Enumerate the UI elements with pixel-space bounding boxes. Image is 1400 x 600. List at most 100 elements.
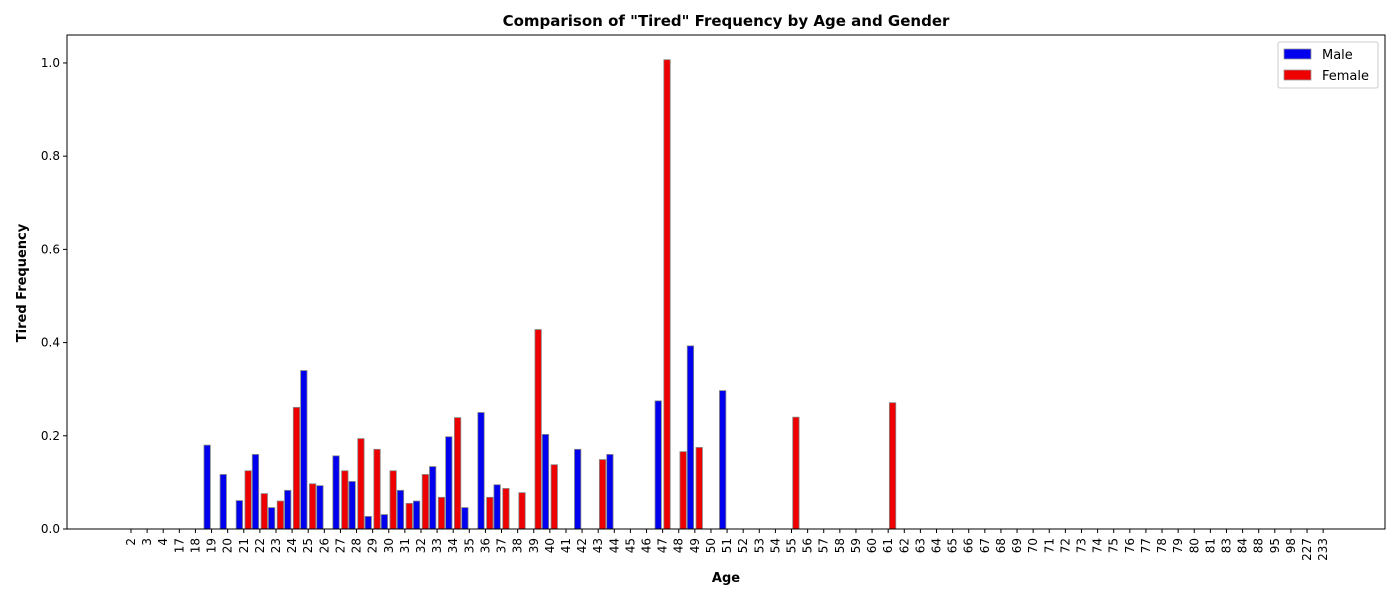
bar-female-48: [679, 451, 687, 530]
bar-female-25: [309, 483, 317, 530]
x-tick-label-44: 44: [607, 538, 621, 553]
x-tick-label-58: 58: [833, 538, 847, 553]
bar-male-51: [719, 390, 727, 530]
x-tick-label-30: 30: [382, 538, 396, 553]
bar-male-42: [574, 448, 582, 530]
x-tick-label-50: 50: [704, 538, 718, 553]
y-tick-label: 0.6: [41, 242, 60, 256]
x-tick-label-68: 68: [994, 538, 1008, 553]
bar-male-30: [380, 514, 388, 530]
x-tick-label-80: 80: [1187, 538, 1201, 553]
bar-male-28: [348, 481, 356, 530]
x-tick-label-60: 60: [865, 538, 879, 553]
x-tick-label-77: 77: [1139, 538, 1153, 553]
bar-female-28: [357, 438, 365, 530]
x-tick-label-24: 24: [285, 538, 299, 553]
x-tick-label-53: 53: [752, 538, 766, 553]
legend: Male Female: [1277, 41, 1379, 89]
x-tick-label-22: 22: [253, 538, 267, 553]
bar-male-49: [686, 345, 695, 530]
plot-frame: [66, 34, 1386, 530]
bar-male-32: [412, 500, 421, 530]
x-tick-label-4: 4: [156, 538, 170, 546]
bar-male-21: [235, 500, 243, 530]
bar-female-36: [486, 496, 494, 530]
x-tick-label-39: 39: [527, 538, 541, 553]
x-tick-label-38: 38: [511, 538, 525, 553]
y-axis: 0.0 0.2 0.4 0.6 0.8 1.0: [41, 56, 67, 536]
x-tick-label-2: 2: [124, 538, 138, 546]
x-tick-label-34: 34: [446, 538, 460, 553]
x-tick-label-67: 67: [978, 538, 992, 553]
bar-male-34: [445, 436, 453, 530]
bar-male-26: [316, 485, 324, 530]
x-tick-label-40: 40: [543, 538, 557, 553]
x-tick-label-71: 71: [1042, 538, 1056, 553]
bar-male-20: [219, 474, 227, 530]
x-axis-label: Age: [712, 571, 740, 586]
y-tick-label: 0.8: [41, 149, 60, 163]
x-tick-label-63: 63: [913, 538, 927, 553]
x-tick-label-55: 55: [785, 538, 799, 553]
bar-female-61: [888, 402, 897, 530]
bar-female-33: [437, 496, 446, 530]
x-tick-label-61: 61: [881, 538, 895, 553]
legend-label-female: Female: [1322, 69, 1369, 84]
x-tick-label-37: 37: [495, 538, 509, 553]
legend-label-male: Male: [1322, 48, 1353, 63]
x-tick-label-49: 49: [688, 538, 702, 553]
x-tick-label-81: 81: [1203, 538, 1217, 553]
x-tick-label-84: 84: [1236, 538, 1250, 553]
bar-male-44: [606, 454, 614, 530]
y-tick-label: 0.4: [41, 336, 60, 350]
x-tick-label-25: 25: [301, 538, 315, 553]
x-tick-label-227: 227: [1300, 538, 1314, 561]
x-tick-label-29: 29: [366, 538, 380, 553]
x-tick-label-19: 19: [205, 538, 219, 553]
y-tick-label: 0.2: [41, 429, 60, 443]
chart-title: Comparison of "Tired" Frequency by Age a…: [503, 12, 950, 30]
x-tick-label-18: 18: [188, 538, 202, 553]
bar-female-37: [502, 488, 510, 530]
bar-female-29: [373, 448, 381, 530]
x-tick-label-57: 57: [817, 538, 831, 553]
x-tick-label-52: 52: [736, 538, 750, 553]
x-tick-label-62: 62: [897, 538, 911, 553]
bar-male-25: [300, 370, 308, 530]
bar-female-31: [405, 502, 413, 530]
bar-male-23: [267, 507, 276, 530]
x-tick-label-74: 74: [1091, 538, 1105, 553]
bar-female-22: [260, 493, 268, 530]
bar-male-47: [654, 400, 662, 530]
legend-swatch-male: [1283, 48, 1312, 60]
x-tick-label-23: 23: [269, 538, 283, 553]
x-tick-label-83: 83: [1219, 538, 1233, 553]
y-tick-label: 1.0: [41, 56, 60, 70]
x-tick-label-33: 33: [430, 538, 444, 553]
x-tick-label-47: 47: [656, 538, 670, 553]
plot-area: [66, 34, 1386, 530]
x-tick-label-59: 59: [849, 538, 863, 553]
bar-male-31: [396, 489, 405, 530]
bar-female-27: [341, 470, 349, 530]
x-tick-label-35: 35: [462, 538, 476, 553]
x-tick-label-32: 32: [414, 538, 428, 553]
x-tick-label-75: 75: [1107, 538, 1121, 553]
bar-female-30: [389, 470, 397, 530]
x-tick-label-26: 26: [317, 538, 331, 553]
legend-swatch-female: [1283, 69, 1312, 81]
x-tick-label-17: 17: [172, 538, 186, 553]
x-tick-label-41: 41: [559, 538, 573, 553]
x-tick-label-31: 31: [398, 538, 412, 553]
bar-male-35: [461, 507, 469, 530]
x-tick-label-20: 20: [221, 538, 235, 553]
bar-male-22: [251, 454, 260, 530]
bar-female-34: [453, 417, 462, 530]
bar-male-29: [364, 516, 372, 530]
x-tick-label-95: 95: [1268, 538, 1282, 553]
x-tick-label-3: 3: [140, 538, 154, 546]
bar-male-40: [541, 433, 550, 530]
x-tick-label-54: 54: [768, 538, 782, 553]
x-tick-label-36: 36: [478, 538, 492, 553]
